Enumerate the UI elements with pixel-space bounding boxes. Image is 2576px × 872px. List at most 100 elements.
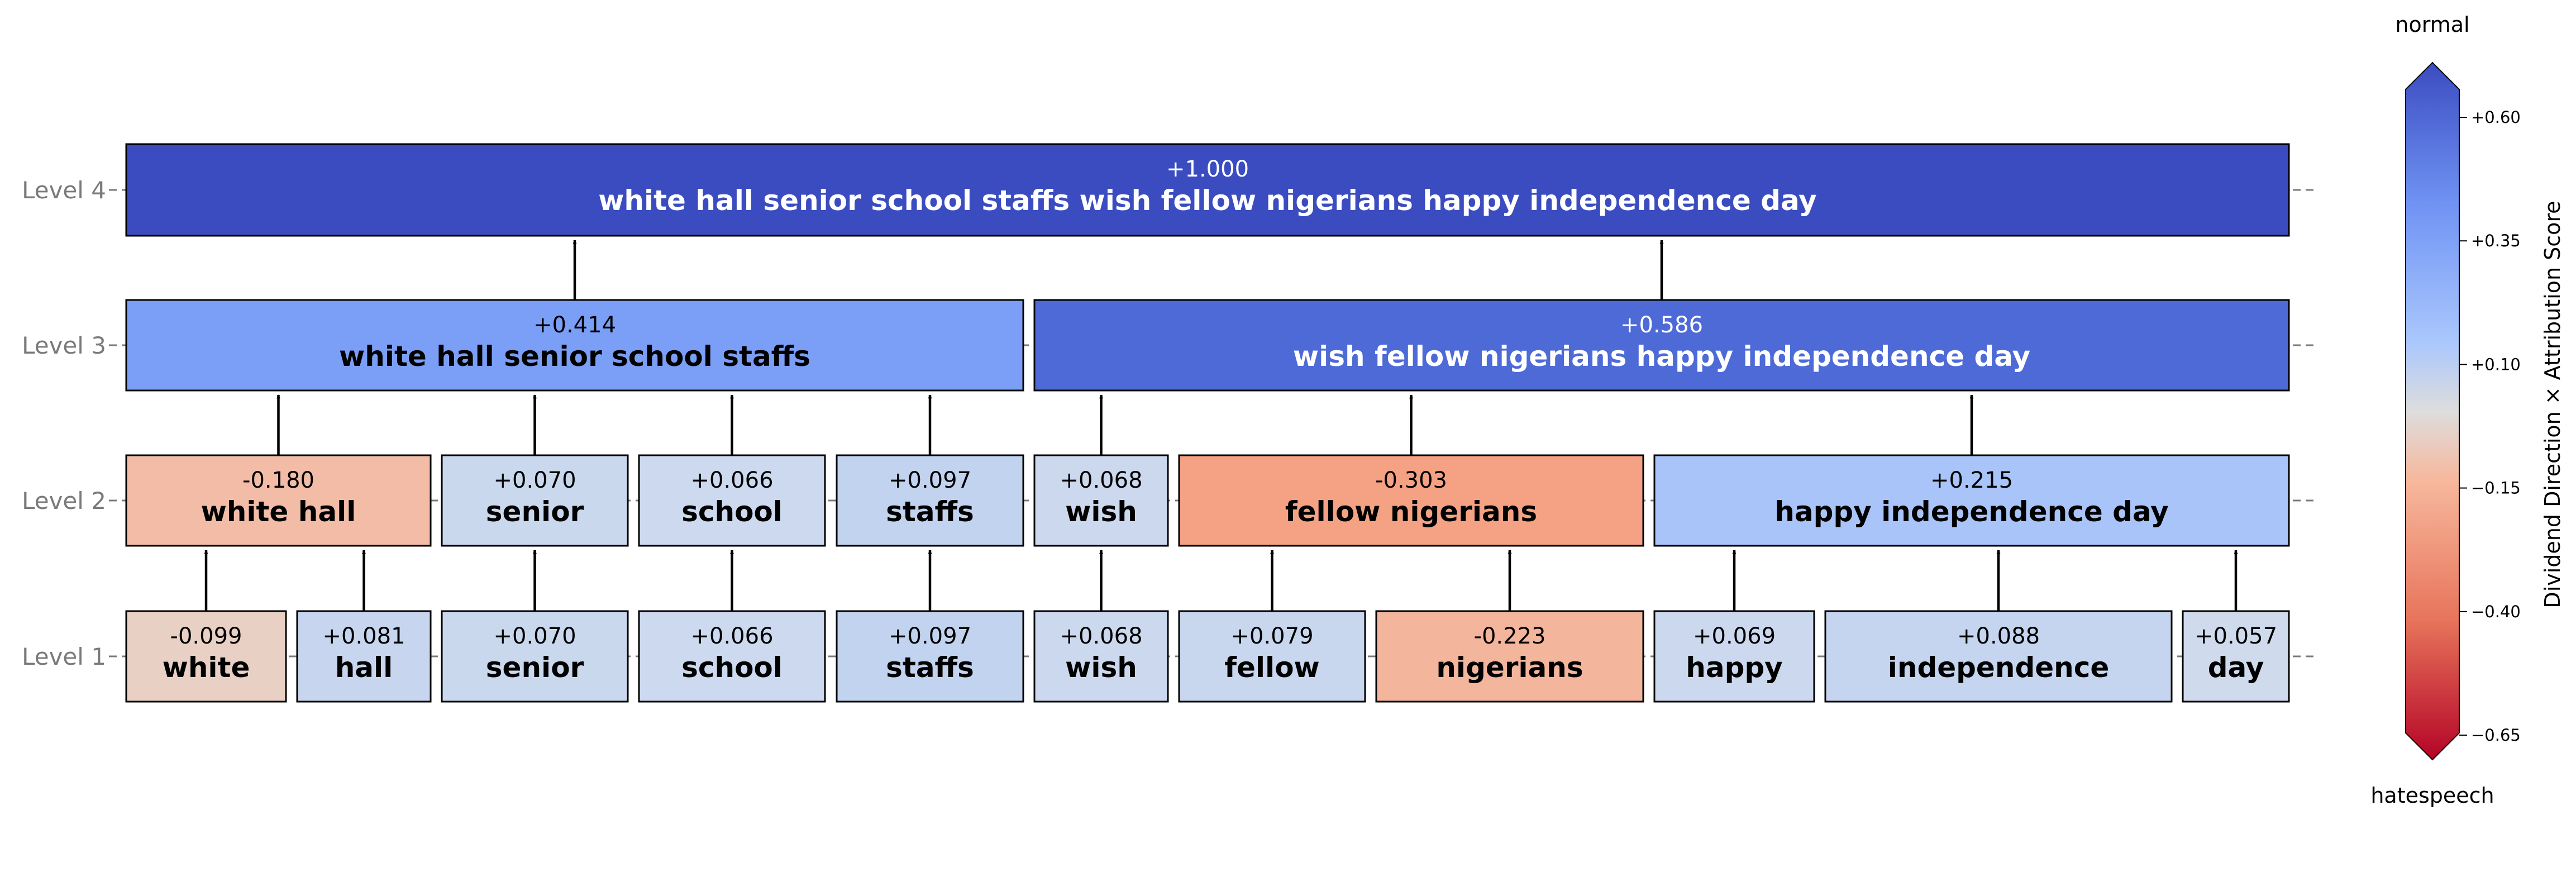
- node-score: -0.099: [170, 623, 242, 649]
- node-box: [1178, 610, 1366, 703]
- node-score: +0.066: [690, 623, 773, 649]
- level-label: Level 3: [22, 332, 106, 359]
- node-score: -0.303: [1375, 468, 1447, 493]
- colorbar-axis-label: Dividend Direction × Attribution Score: [2540, 201, 2565, 608]
- colorbar-tick-label: −0.40: [2471, 602, 2521, 621]
- node-box: [1033, 299, 2290, 392]
- level-label: Level 1: [22, 643, 106, 670]
- colorbar-tick-label: +0.35: [2471, 231, 2521, 250]
- node-score: +0.057: [2195, 623, 2277, 649]
- node-score: +0.097: [889, 623, 971, 649]
- colorbar-tick-label: −0.65: [2471, 726, 2521, 745]
- node-text: staffs: [886, 495, 974, 528]
- node-box: [125, 610, 287, 703]
- node-box: [1824, 610, 2173, 703]
- node-box: [638, 610, 826, 703]
- node-score: -0.180: [242, 468, 314, 493]
- node-box: [638, 454, 826, 547]
- node-text: white hall: [201, 495, 356, 528]
- node-text: white hall senior school staffs: [339, 340, 810, 373]
- node-text: nigerians: [1436, 651, 1583, 684]
- node-score: +0.097: [889, 468, 971, 493]
- node-score: +0.068: [1060, 623, 1142, 649]
- node-score: +0.070: [493, 623, 576, 649]
- colorbar-gradient: [2405, 61, 2460, 761]
- node-score: +0.069: [1693, 623, 1776, 649]
- level-label: Level 2: [22, 487, 106, 514]
- node-score: +0.414: [533, 312, 616, 338]
- node-box: [296, 610, 432, 703]
- node-box: [125, 299, 1024, 392]
- level-label: Level 4: [22, 177, 106, 204]
- node-score: +0.079: [1230, 623, 1313, 649]
- node-box: [1178, 454, 1644, 547]
- node-box: [1653, 454, 2290, 547]
- node-score: +0.081: [322, 623, 405, 649]
- node-text: wish: [1065, 651, 1137, 684]
- node-text: day: [2208, 651, 2264, 684]
- node-box: [836, 454, 1024, 547]
- node-box: [125, 454, 432, 547]
- level-labels: Level 4 Level 3 Level 2 Level 1: [22, 177, 106, 670]
- node-text: senior: [486, 495, 584, 528]
- hierarchy-nodes: -0.099white+0.081hall+0.070senior+0.066s…: [125, 143, 2290, 703]
- node-text: fellow: [1224, 651, 1319, 684]
- colorbar: normal +0.60 +0.35 +0.10 −0.15 −0.40 −0.65 ha…: [2370, 12, 2565, 808]
- node-text: fellow nigerians: [1285, 495, 1537, 528]
- node-score: +1.000: [1166, 156, 1249, 182]
- level-guides: [109, 189, 2318, 657]
- node-box: [1375, 610, 1644, 703]
- colorbar-ticks: +0.60 +0.35 +0.10 −0.15 −0.40 −0.65: [2459, 108, 2521, 745]
- node-box: [1033, 454, 1169, 547]
- node-score: +0.068: [1060, 468, 1142, 493]
- node-box: [836, 610, 1024, 703]
- node-text: wish fellow nigerians happy independence…: [1293, 340, 2030, 373]
- node-text: staffs: [886, 651, 974, 684]
- hierarchy-edges: [204, 240, 2238, 611]
- node-score: +0.088: [1957, 623, 2040, 649]
- node-text: happy: [1686, 651, 1783, 684]
- node-score: +0.066: [690, 468, 773, 493]
- node-text: school: [681, 651, 783, 684]
- colorbar-bottom-label: hatespeech: [2370, 783, 2494, 808]
- node-text: white: [163, 651, 250, 684]
- node-box: [441, 454, 629, 547]
- node-score: +0.215: [1930, 468, 2013, 493]
- colorbar-tick-label: +0.10: [2471, 355, 2521, 374]
- node-text: happy independence day: [1774, 495, 2169, 528]
- node-box: [2182, 610, 2290, 703]
- node-box: [441, 610, 629, 703]
- node-box: [125, 143, 2290, 237]
- node-score: +0.586: [1620, 312, 1703, 338]
- node-score: +0.070: [493, 468, 576, 493]
- node-text: school: [681, 495, 783, 528]
- node-box: [1033, 610, 1169, 703]
- node-text: wish: [1065, 495, 1137, 528]
- node-text: senior: [486, 651, 584, 684]
- node-text: independence: [1888, 651, 2110, 684]
- colorbar-tick-label: −0.15: [2471, 479, 2521, 498]
- node-text: hall: [335, 651, 393, 684]
